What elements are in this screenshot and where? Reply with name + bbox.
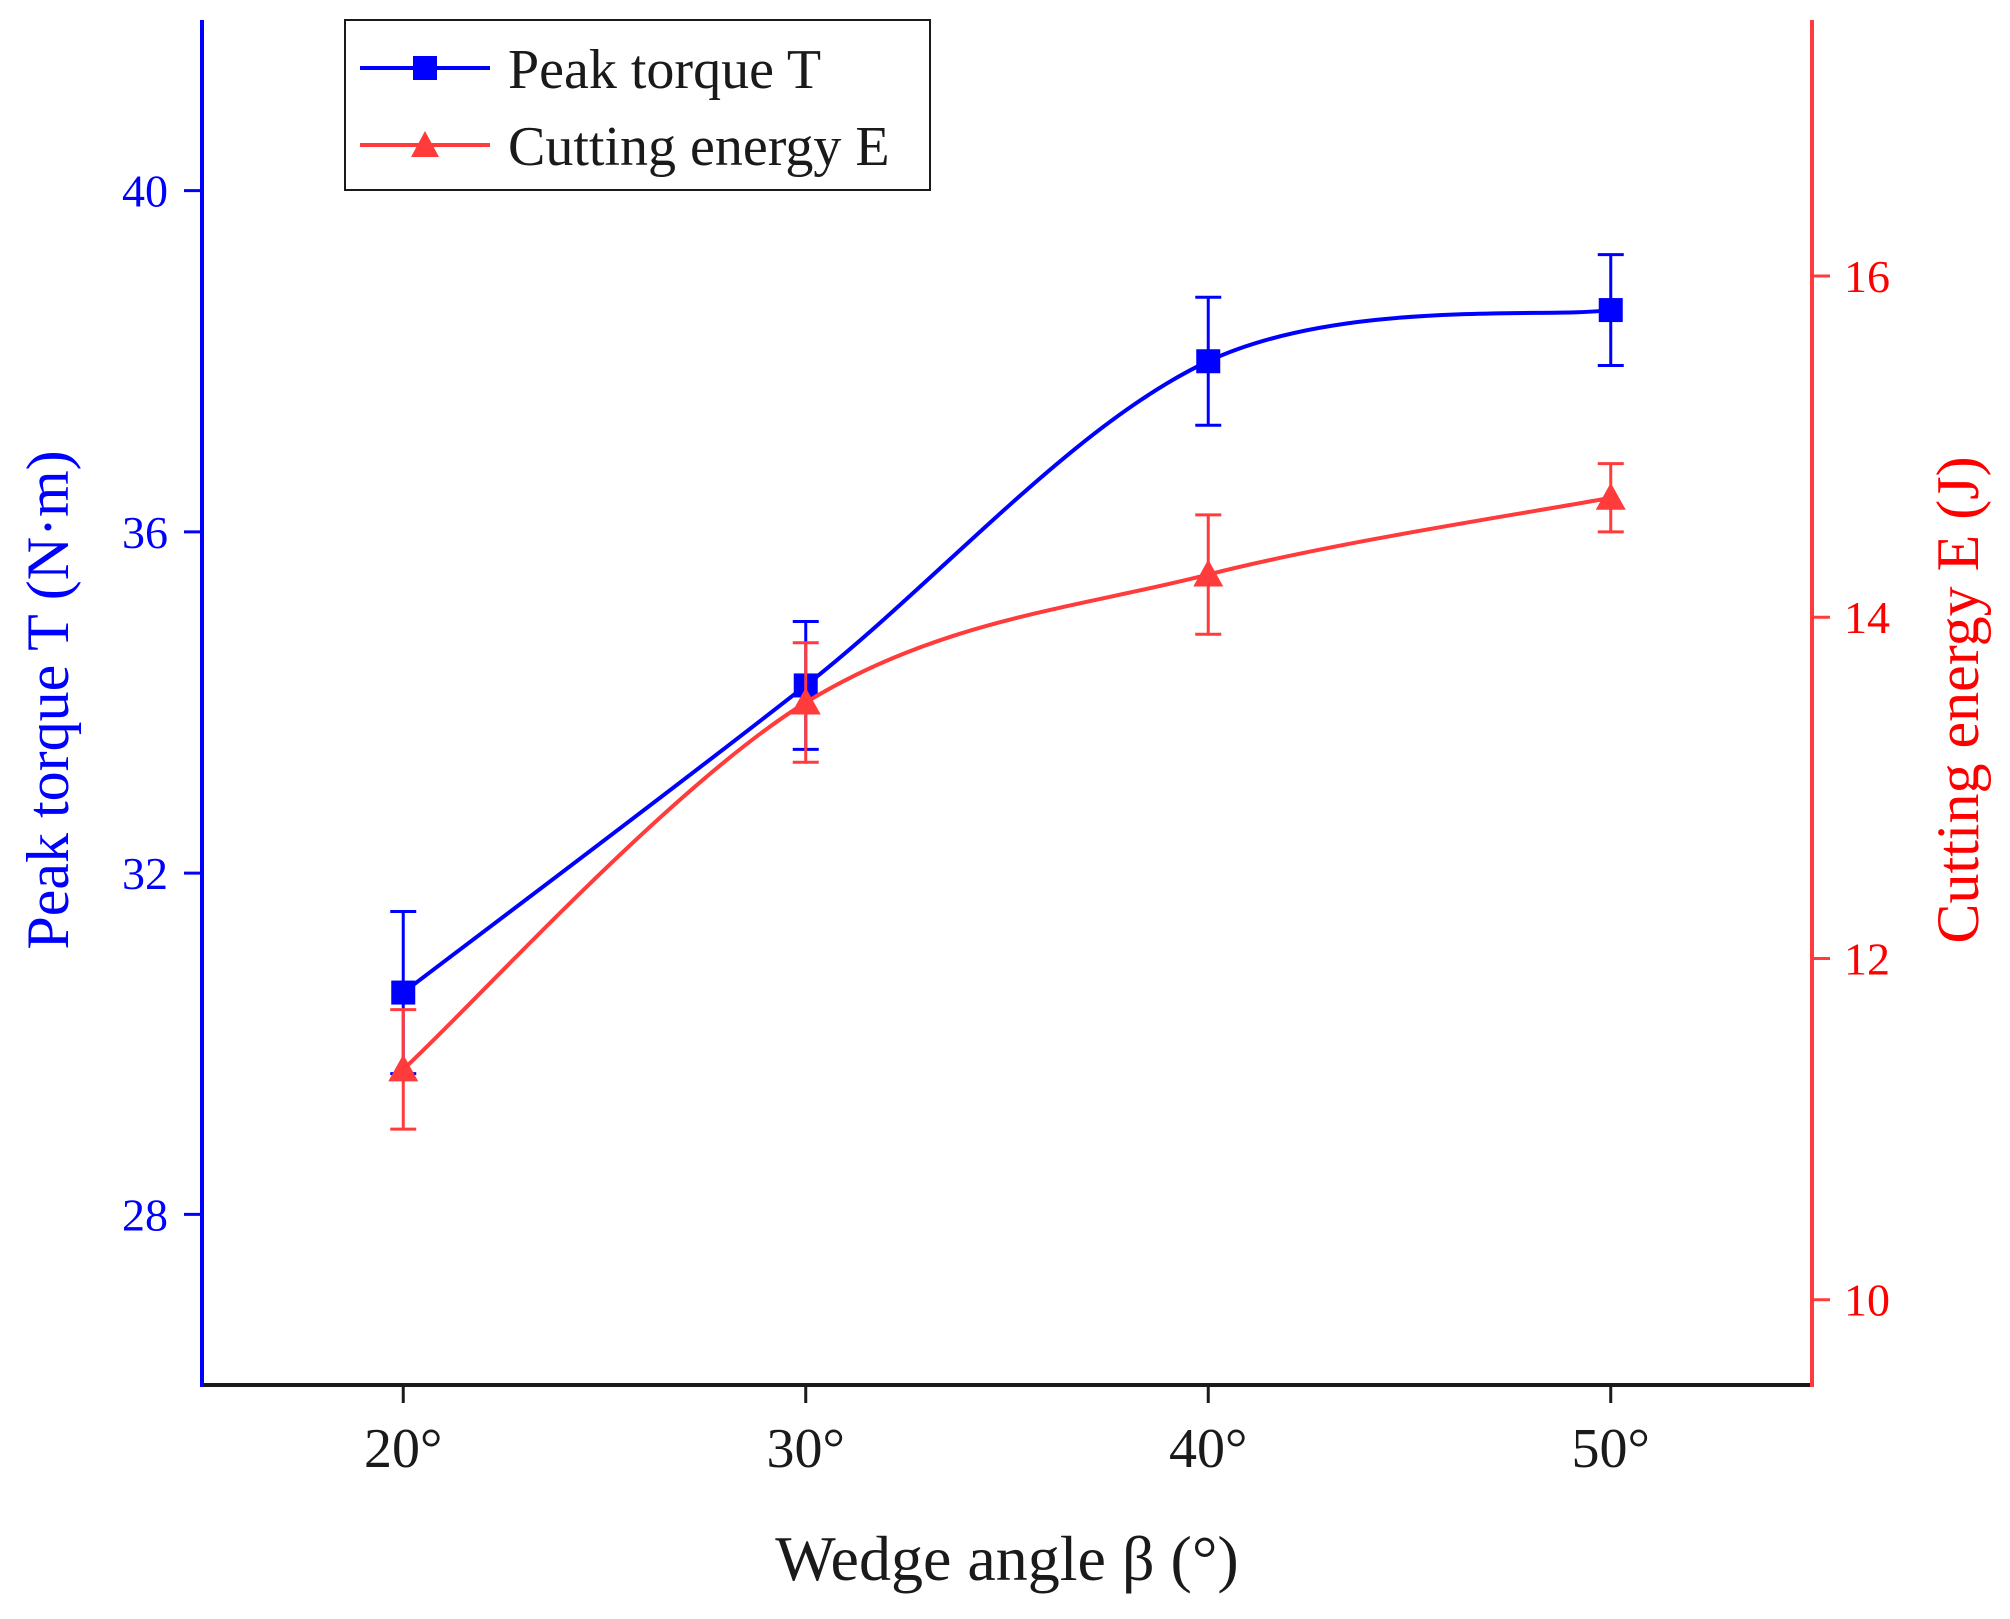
x-axis-label: Wedge angle β (°) [775, 1523, 1238, 1594]
x-tick-label: 50° [1572, 1418, 1650, 1480]
x-tick-label: 30° [767, 1418, 845, 1480]
right-y-tick-label: 10 [1844, 1275, 1890, 1326]
legend-box [344, 19, 931, 191]
right-y-tick-label: 14 [1844, 592, 1890, 643]
left-y-ticks: 28 32 36 40 [122, 166, 202, 1240]
left-y-tick-label: 32 [122, 848, 168, 899]
right-y-tick-label: 12 [1844, 933, 1890, 984]
legend: Peak torque T Cutting energy E [344, 19, 931, 191]
data-point-energy [1193, 559, 1224, 587]
series-line-energy [401, 495, 1612, 1071]
legend-label-energy: Cutting energy E [508, 116, 890, 178]
right-y-tick-label: 16 [1844, 251, 1890, 302]
left-y-axis-label: Peak torque T (N·m) [15, 450, 81, 949]
data-point-energy [1595, 482, 1626, 510]
series-line-torque [402, 308, 1612, 995]
data-point-torque [1598, 298, 1623, 323]
left-y-tick-label: 28 [122, 1189, 168, 1240]
x-ticks: 20° 30° 40° 50° [364, 1385, 1650, 1480]
left-y-tick-label: 40 [122, 166, 168, 217]
legend-marker-torque [413, 56, 437, 80]
data-point-torque [391, 980, 416, 1005]
legend-label-torque: Peak torque T [508, 39, 821, 101]
left-y-tick-label: 36 [122, 507, 168, 558]
right-y-axis-label: Cutting energy E (J) [1925, 456, 1991, 943]
data-point-torque [1196, 349, 1221, 374]
x-tick-label: 40° [1169, 1418, 1247, 1480]
series-layer [388, 253, 1626, 1131]
data-point-energy [388, 1054, 419, 1082]
right-y-ticks: 10 12 14 16 [1812, 251, 1890, 1326]
data-point-energy [790, 687, 821, 715]
x-tick-label: 20° [364, 1418, 442, 1480]
legend-marker-energy [411, 131, 439, 157]
